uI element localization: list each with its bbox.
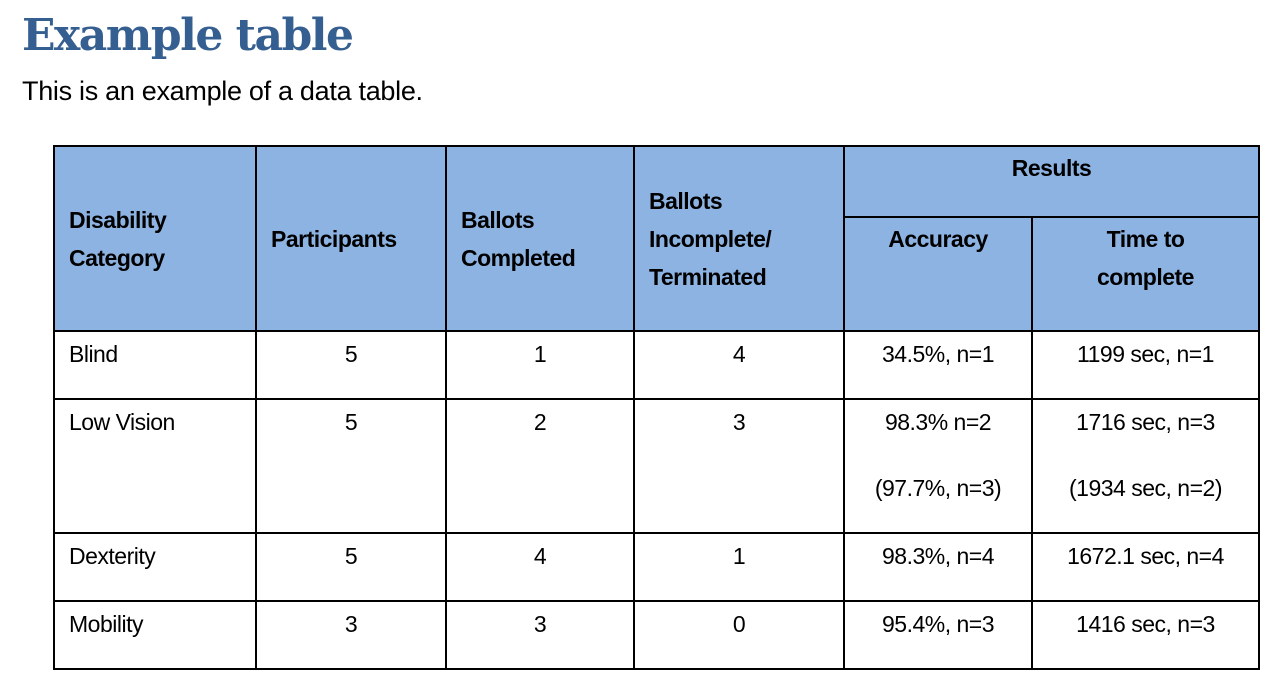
- header-time-to-complete: Time to complete: [1031, 216, 1260, 332]
- cell-participants-value: 5: [344, 543, 358, 569]
- cell-time-to-complete-value: 1199 sec, n=1: [1077, 341, 1214, 367]
- cell-participants: 5: [255, 398, 447, 534]
- table-row: Blind 5 1 4 34.5%, n=1 1199 sec, n=1: [53, 330, 1260, 400]
- cell-ballots-incomplete: 0: [633, 600, 845, 670]
- header-participants: Participants: [255, 145, 447, 332]
- cell-time-to-complete: 1716 sec, n=3 (1934 sec, n=2): [1031, 398, 1260, 534]
- cell-time-to-complete-secondary-value: (1934 sec, n=2): [1069, 475, 1222, 501]
- header-results: Results: [843, 145, 1260, 218]
- cell-participants-value: 5: [344, 341, 358, 367]
- cell-time-to-complete: 1199 sec, n=1: [1031, 330, 1260, 400]
- cell-accuracy: 98.3% n=2 (97.7%, n=3): [843, 398, 1033, 534]
- cell-time-to-complete: 1416 sec, n=3: [1031, 600, 1260, 670]
- cell-category-value: Low Vision: [69, 409, 175, 435]
- cell-accuracy: 34.5%, n=1: [843, 330, 1033, 400]
- cell-ballots-completed-value: 4: [533, 543, 547, 569]
- cell-ballots-completed: 1: [445, 330, 635, 400]
- cell-participants: 3: [255, 600, 447, 670]
- cell-participants-value: 3: [344, 611, 358, 637]
- cell-ballots-completed: 2: [445, 398, 635, 534]
- table-row: Low Vision 5 2 3 98.3% n=2 (97.7%, n=3) 1716 s…: [53, 398, 1260, 534]
- cell-time-to-complete-value: 1672.1 sec, n=4: [1067, 543, 1224, 569]
- cell-category-value: Blind: [69, 341, 118, 367]
- cell-category-value: Dexterity: [69, 543, 156, 569]
- cell-accuracy: 95.4%, n=3: [843, 600, 1033, 670]
- cell-participants: 5: [255, 330, 447, 400]
- cell-accuracy: 98.3%, n=4: [843, 532, 1033, 602]
- header-disability-category: Disability Category: [53, 145, 257, 332]
- cell-ballots-completed-value: 1: [533, 341, 547, 367]
- cell-ballots-completed-value: 2: [533, 409, 547, 435]
- table-row: Mobility 3 3 0 95.4%, n=3 1416 sec, n=3: [53, 600, 1260, 670]
- cell-time-to-complete-value: 1416 sec, n=3: [1076, 611, 1215, 637]
- cell-ballots-incomplete-value: 0: [732, 611, 746, 637]
- cell-ballots-completed: 3: [445, 600, 635, 670]
- cell-accuracy-value: 95.4%, n=3: [881, 611, 995, 637]
- cell-category: Dexterity: [53, 532, 257, 602]
- cell-time-to-complete-value: 1716 sec, n=3: [1076, 409, 1215, 435]
- header-ballots-incomplete: Ballots Incomplete/ Terminated: [633, 145, 845, 332]
- cell-accuracy-secondary-value: (97.7%, n=3): [874, 475, 1002, 501]
- cell-accuracy-value: 34.5%, n=1: [881, 341, 995, 367]
- cell-participants-value: 5: [344, 409, 358, 435]
- cell-ballots-incomplete-value: 1: [732, 543, 746, 569]
- cell-accuracy-value: 98.3% n=2: [884, 409, 992, 435]
- page-title: Example table: [22, 10, 354, 61]
- cell-ballots-incomplete: 1: [633, 532, 845, 602]
- cell-ballots-completed: 4: [445, 532, 635, 602]
- cell-participants: 5: [255, 532, 447, 602]
- cell-category: Mobility: [53, 600, 257, 670]
- header-accuracy: Accuracy: [843, 216, 1033, 332]
- data-table: Disability Category Participants Ballots…: [53, 145, 1260, 670]
- header-ballots-completed: Ballots Completed: [445, 145, 635, 332]
- cell-accuracy-value: 98.3%, n=4: [881, 543, 995, 569]
- cell-ballots-incomplete: 3: [633, 398, 845, 534]
- cell-category-value: Mobility: [69, 611, 143, 637]
- cell-ballots-completed-value: 3: [533, 611, 547, 637]
- page-subtitle: This is an example of a data table.: [22, 76, 423, 106]
- cell-ballots-incomplete-value: 4: [732, 341, 746, 367]
- cell-category: Low Vision: [53, 398, 257, 534]
- cell-category: Blind: [53, 330, 257, 400]
- table-row: Dexterity 5 4 1 98.3%, n=4 1672.1 sec, n=4: [53, 532, 1260, 602]
- cell-ballots-incomplete: 4: [633, 330, 845, 400]
- cell-ballots-incomplete-value: 3: [732, 409, 746, 435]
- cell-time-to-complete: 1672.1 sec, n=4: [1031, 532, 1260, 602]
